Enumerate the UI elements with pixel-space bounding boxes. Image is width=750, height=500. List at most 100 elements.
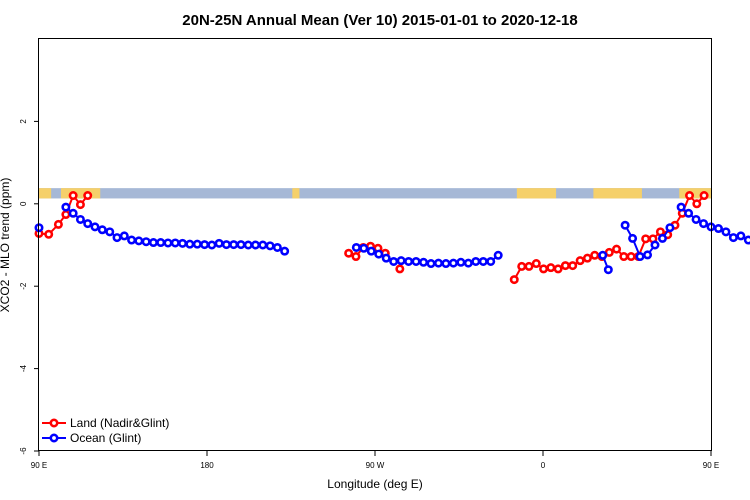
data-point [68, 208, 78, 218]
data-point [127, 235, 137, 245]
data-point [641, 234, 651, 244]
data-point [531, 259, 541, 269]
data-point [396, 256, 406, 266]
series-layer [34, 191, 750, 285]
data-point [433, 258, 443, 268]
data-point [692, 199, 702, 209]
legend-item: Ocean (Glint) [42, 431, 141, 445]
data-point [112, 233, 122, 243]
data-point [441, 259, 451, 269]
data-point [68, 191, 78, 201]
data-point [691, 214, 701, 224]
x-tick-label: 0 [541, 461, 546, 470]
data-point [272, 242, 282, 252]
legend: Land (Nadir&Glint)Ocean (Glint) [42, 416, 169, 445]
data-point [75, 214, 85, 224]
data-point [381, 253, 391, 263]
data-point [612, 244, 622, 254]
data-point [200, 240, 210, 250]
data-point [603, 265, 613, 275]
data-point [214, 238, 224, 248]
data-point [105, 227, 115, 237]
legend-label: Ocean (Glint) [70, 431, 141, 445]
data-point [404, 256, 414, 266]
data-point [598, 250, 608, 260]
x-tick-label: 90 E [31, 461, 47, 470]
data-point [539, 264, 549, 274]
data-point [280, 246, 290, 256]
data-point [163, 238, 173, 248]
data-point [635, 252, 645, 262]
data-point [448, 258, 458, 268]
data-point [620, 220, 630, 230]
y-tick-label: -6 [19, 447, 28, 455]
data-point [351, 252, 361, 262]
data-point [344, 248, 354, 258]
data-point [650, 240, 660, 250]
data-point [374, 249, 384, 259]
land-band-segment [292, 188, 300, 199]
y-tick-label: -4 [19, 364, 28, 372]
data-point [83, 219, 93, 229]
data-point [619, 252, 629, 262]
data-point [517, 261, 527, 271]
data-point [83, 191, 93, 201]
y-tick-label: 0 [19, 201, 28, 206]
data-point [61, 210, 71, 220]
x-axis: 90 E 180 90 W 0 90 E [31, 451, 719, 470]
land-band-segment [679, 188, 711, 199]
data-point [728, 233, 738, 243]
data-point [359, 243, 369, 253]
data-point [411, 256, 421, 266]
data-point [389, 256, 399, 266]
data-point [524, 261, 534, 271]
legend-label: Land (Nadir&Glint) [70, 416, 169, 430]
y-axis: -6 -4 -2 0 2 [19, 119, 39, 455]
legend-marker [49, 418, 59, 428]
land-band-segment [593, 188, 642, 199]
data-point [53, 219, 63, 229]
data-point [509, 275, 519, 285]
data-point [251, 240, 261, 250]
data-point [736, 231, 746, 241]
data-point [721, 227, 731, 237]
land-ocean-band [39, 188, 711, 199]
data-point [699, 191, 709, 201]
land-band-segment [39, 188, 52, 199]
data-point [575, 256, 585, 266]
y-tick-label: 2 [19, 119, 28, 124]
data-point [265, 241, 275, 251]
data-point [582, 253, 592, 263]
x-tick-label: 90 W [366, 461, 385, 470]
x-tick-label: 180 [200, 461, 214, 470]
data-point [568, 261, 578, 271]
data-point [221, 240, 231, 250]
data-point [90, 222, 100, 232]
legend-marker [49, 433, 59, 443]
data-point [426, 259, 436, 269]
data-point [478, 256, 488, 266]
data-point [471, 256, 481, 266]
data-point [258, 240, 268, 250]
data-point [456, 257, 466, 267]
data-point [156, 238, 166, 248]
data-point [351, 242, 361, 252]
data-point [665, 223, 675, 233]
data-point [134, 236, 144, 246]
data-point [463, 258, 473, 268]
data-point [61, 202, 71, 212]
data-point [713, 224, 723, 234]
data-point [590, 250, 600, 260]
data-point [493, 250, 503, 260]
data-point [685, 191, 695, 201]
data-point [207, 240, 217, 250]
data-point [243, 240, 253, 250]
data-point [699, 219, 709, 229]
data-point [192, 239, 202, 249]
data-point [553, 264, 563, 274]
plot-frame [38, 38, 712, 451]
legend-item: Land (Nadir&Glint) [42, 416, 169, 430]
data-point [366, 246, 376, 256]
data-point [486, 256, 496, 266]
